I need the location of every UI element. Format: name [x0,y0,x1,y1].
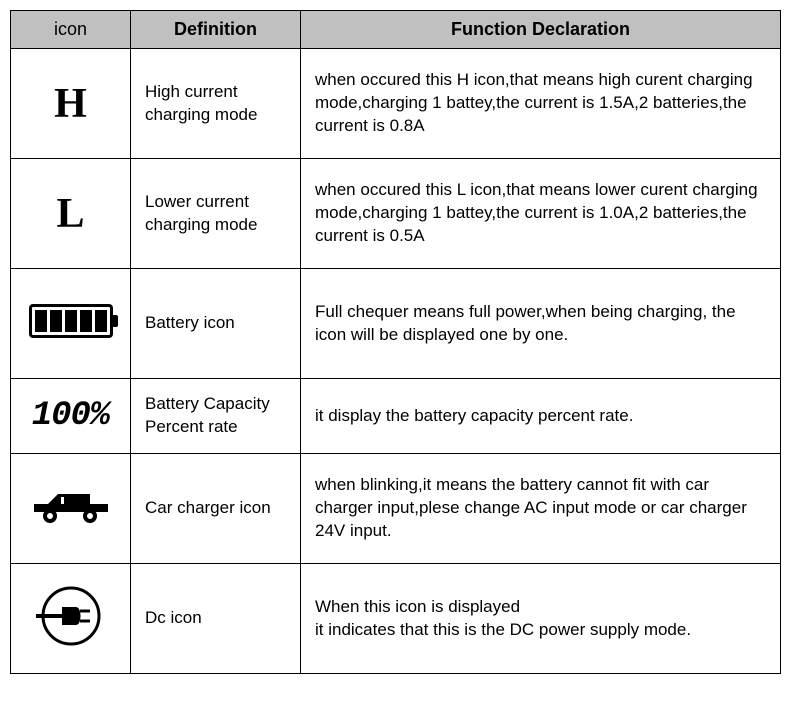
icon-cell: 100% [11,379,131,454]
table-row: H High current charging mode when occure… [11,49,781,159]
col-definition: Definition [131,11,301,49]
definition-cell: Battery icon [131,269,301,379]
function-cell: when blinking,it means the battery canno… [301,454,781,564]
plug-icon [36,581,106,656]
icon-cell: H [11,49,131,159]
letter-l-icon: L [56,191,84,237]
table-row: Dc icon When this icon is displayedit in… [11,564,781,674]
table-row: L Lower current charging mode when occur… [11,159,781,269]
definition-cell: Car charger icon [131,454,301,564]
percent-icon: 100% [32,397,110,435]
function-cell: when occured this L icon,that means lowe… [301,159,781,269]
definition-cell: Battery Capacity Percent rate [131,379,301,454]
table-row: 100% Battery Capacity Percent rate it di… [11,379,781,454]
battery-icon [29,304,113,338]
col-function: Function Declaration [301,11,781,49]
table-header-row: icon Definition Function Declaration [11,11,781,49]
definition-cell: High current charging mode [131,49,301,159]
function-cell: Full chequer means full power,when being… [301,269,781,379]
function-cell: it display the battery capacity percent … [301,379,781,454]
car-icon [28,486,114,531]
icon-cell [11,269,131,379]
icon-cell [11,454,131,564]
col-icon: icon [11,11,131,49]
icon-cell [11,564,131,674]
definition-cell: Lower current charging mode [131,159,301,269]
table-row: Car charger icon when blinking,it means … [11,454,781,564]
icon-reference-table: icon Definition Function Declaration H H… [10,10,781,674]
letter-h-icon: H [54,81,87,127]
function-cell: When this icon is displayedit indicates … [301,564,781,674]
function-cell: when occured this H icon,that means high… [301,49,781,159]
icon-cell: L [11,159,131,269]
definition-cell: Dc icon [131,564,301,674]
table-row: Battery icon Full chequer means full pow… [11,269,781,379]
